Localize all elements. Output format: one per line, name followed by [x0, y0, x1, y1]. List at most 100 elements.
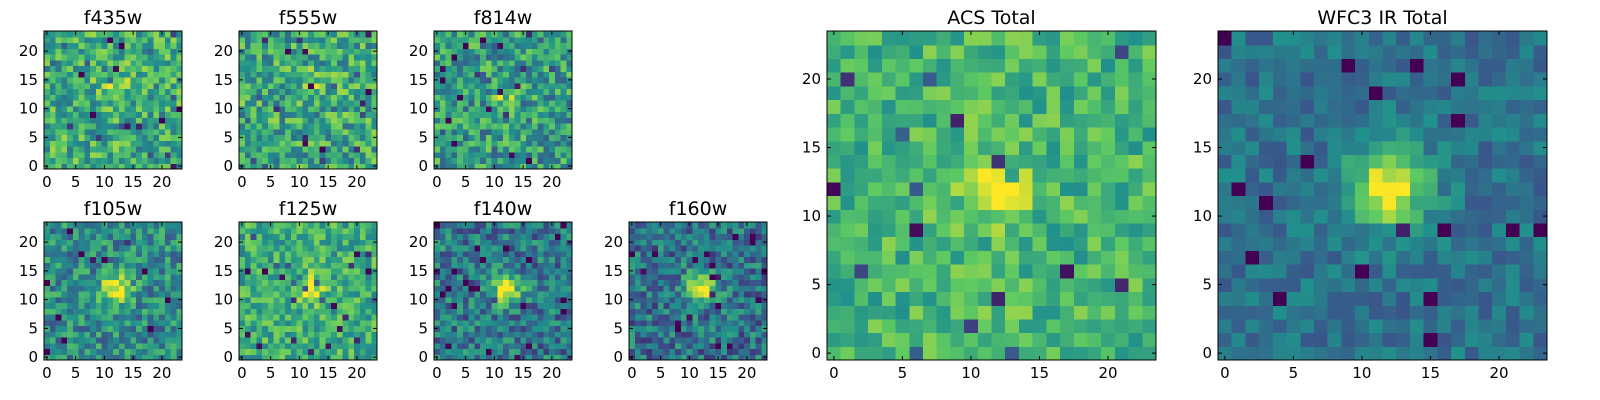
heatmap-cell: [1018, 318, 1034, 334]
heatmap-cell: [365, 273, 372, 281]
heatmap-cell: [749, 250, 757, 258]
heatmap-cell: [554, 279, 562, 286]
heatmap-cell: [895, 291, 910, 306]
heatmap-cell: [331, 157, 338, 164]
heatmap-cell: [715, 342, 722, 350]
heatmap-cell: [296, 233, 303, 240]
heatmap-cell: [267, 100, 275, 107]
heatmap-cell: [491, 123, 498, 130]
heatmap-cell: [726, 273, 734, 281]
heatmap-cell: [354, 285, 361, 292]
heatmap-cell: [543, 222, 550, 229]
heatmap-cell: [964, 209, 979, 224]
heatmap-cell: [508, 325, 516, 332]
heatmap-cell: [244, 94, 252, 101]
heatmap-cell: [922, 209, 938, 224]
heatmap-cell: [354, 233, 361, 240]
heatmap-cell: [78, 94, 85, 101]
heatmap-cell: [348, 296, 355, 304]
heatmap-cell: [348, 302, 355, 309]
heatmap-cell: [331, 71, 338, 78]
heatmap-cell: [909, 332, 924, 347]
heatmap-cell: [359, 117, 367, 124]
heatmap-cell: [285, 71, 292, 78]
heatmap-cell: [715, 273, 722, 281]
heatmap-cell: [147, 250, 154, 258]
heatmap-cell: [652, 285, 659, 292]
heatmap-cell: [744, 233, 751, 240]
heatmap-cell: [950, 291, 965, 306]
heatmap-cell: [526, 151, 533, 159]
heatmap-cell: [497, 256, 504, 263]
heatmap-cell: [78, 100, 85, 107]
heatmap-cell: [250, 151, 257, 159]
heatmap-cell: [331, 100, 338, 107]
heatmap-cell: [445, 134, 452, 141]
heatmap-cell: [49, 65, 57, 72]
heatmap-cell: [669, 319, 676, 327]
heatmap-cell: [566, 146, 573, 153]
heatmap-cell: [491, 319, 498, 327]
heatmap-cell: [1032, 99, 1047, 114]
heatmap-cell: [977, 264, 993, 279]
heatmap-cell: [78, 146, 85, 153]
heatmap-cell: [313, 319, 321, 327]
heatmap-cell: [755, 245, 762, 252]
heatmap-cell: [90, 31, 97, 38]
heatmap-cell: [313, 65, 321, 72]
heatmap-cell: [90, 128, 97, 136]
heatmap-cell: [61, 31, 68, 38]
heatmap-cell: [348, 54, 355, 61]
heatmap-cell: [95, 111, 103, 118]
heatmap-cell: [256, 36, 263, 44]
heatmap-cell: [451, 100, 458, 107]
heatmap-cell: [445, 157, 452, 164]
heatmap-cell: [49, 250, 57, 258]
heatmap-cell: [508, 296, 516, 304]
heatmap-cell: [1087, 332, 1102, 347]
heatmap-cell: [164, 128, 172, 136]
heatmap-cell: [141, 273, 149, 281]
heatmap-cell: [170, 302, 177, 309]
heatmap-cell: [273, 151, 280, 159]
heatmap-cell: [1142, 140, 1157, 155]
heatmap-cell: [90, 65, 97, 72]
heatmap-cell: [514, 36, 521, 44]
heatmap-cell: [336, 36, 344, 44]
heatmap-cell: [1128, 58, 1143, 73]
heatmap-cell: [520, 268, 527, 275]
heatmap-cell: [634, 296, 642, 304]
heatmap-cell: [72, 111, 80, 118]
heatmap-cell: [1423, 332, 1438, 347]
heatmap-cell: [130, 59, 137, 67]
heatmap-cell: [1142, 168, 1157, 183]
heatmap-cell: [331, 354, 338, 361]
heatmap-cell: [141, 82, 149, 90]
heatmap-cell: [480, 302, 487, 309]
heatmap-cell: [652, 227, 659, 235]
heatmap-cell: [909, 31, 924, 46]
heatmap-cell: [107, 314, 114, 321]
heatmap-cell: [537, 250, 544, 258]
heatmap-cell: [365, 227, 372, 235]
heatmap-cell: [170, 245, 177, 252]
heatmap-cell: [170, 227, 177, 235]
heatmap-cell: [118, 134, 126, 141]
heatmap-cell: [153, 54, 160, 61]
heatmap-cell: [508, 88, 516, 95]
heatmap-cell: [703, 279, 711, 286]
heatmap-cell: [698, 319, 705, 327]
heatmap-cell: [451, 151, 458, 159]
heatmap-cell: [267, 308, 275, 315]
heatmap-cell: [549, 36, 556, 44]
heatmap-cell: [136, 65, 143, 72]
heatmap-cell: [514, 111, 521, 118]
heatmap-cell: [531, 250, 539, 258]
heatmap-cell: [118, 48, 126, 55]
heatmap-cell: [1382, 332, 1397, 347]
heatmap-cell: [84, 308, 91, 315]
heatmap-cell: [113, 82, 120, 90]
heatmap-cell: [308, 42, 315, 49]
heatmap-cell: [176, 337, 183, 344]
heatmap-cell: [313, 134, 321, 141]
